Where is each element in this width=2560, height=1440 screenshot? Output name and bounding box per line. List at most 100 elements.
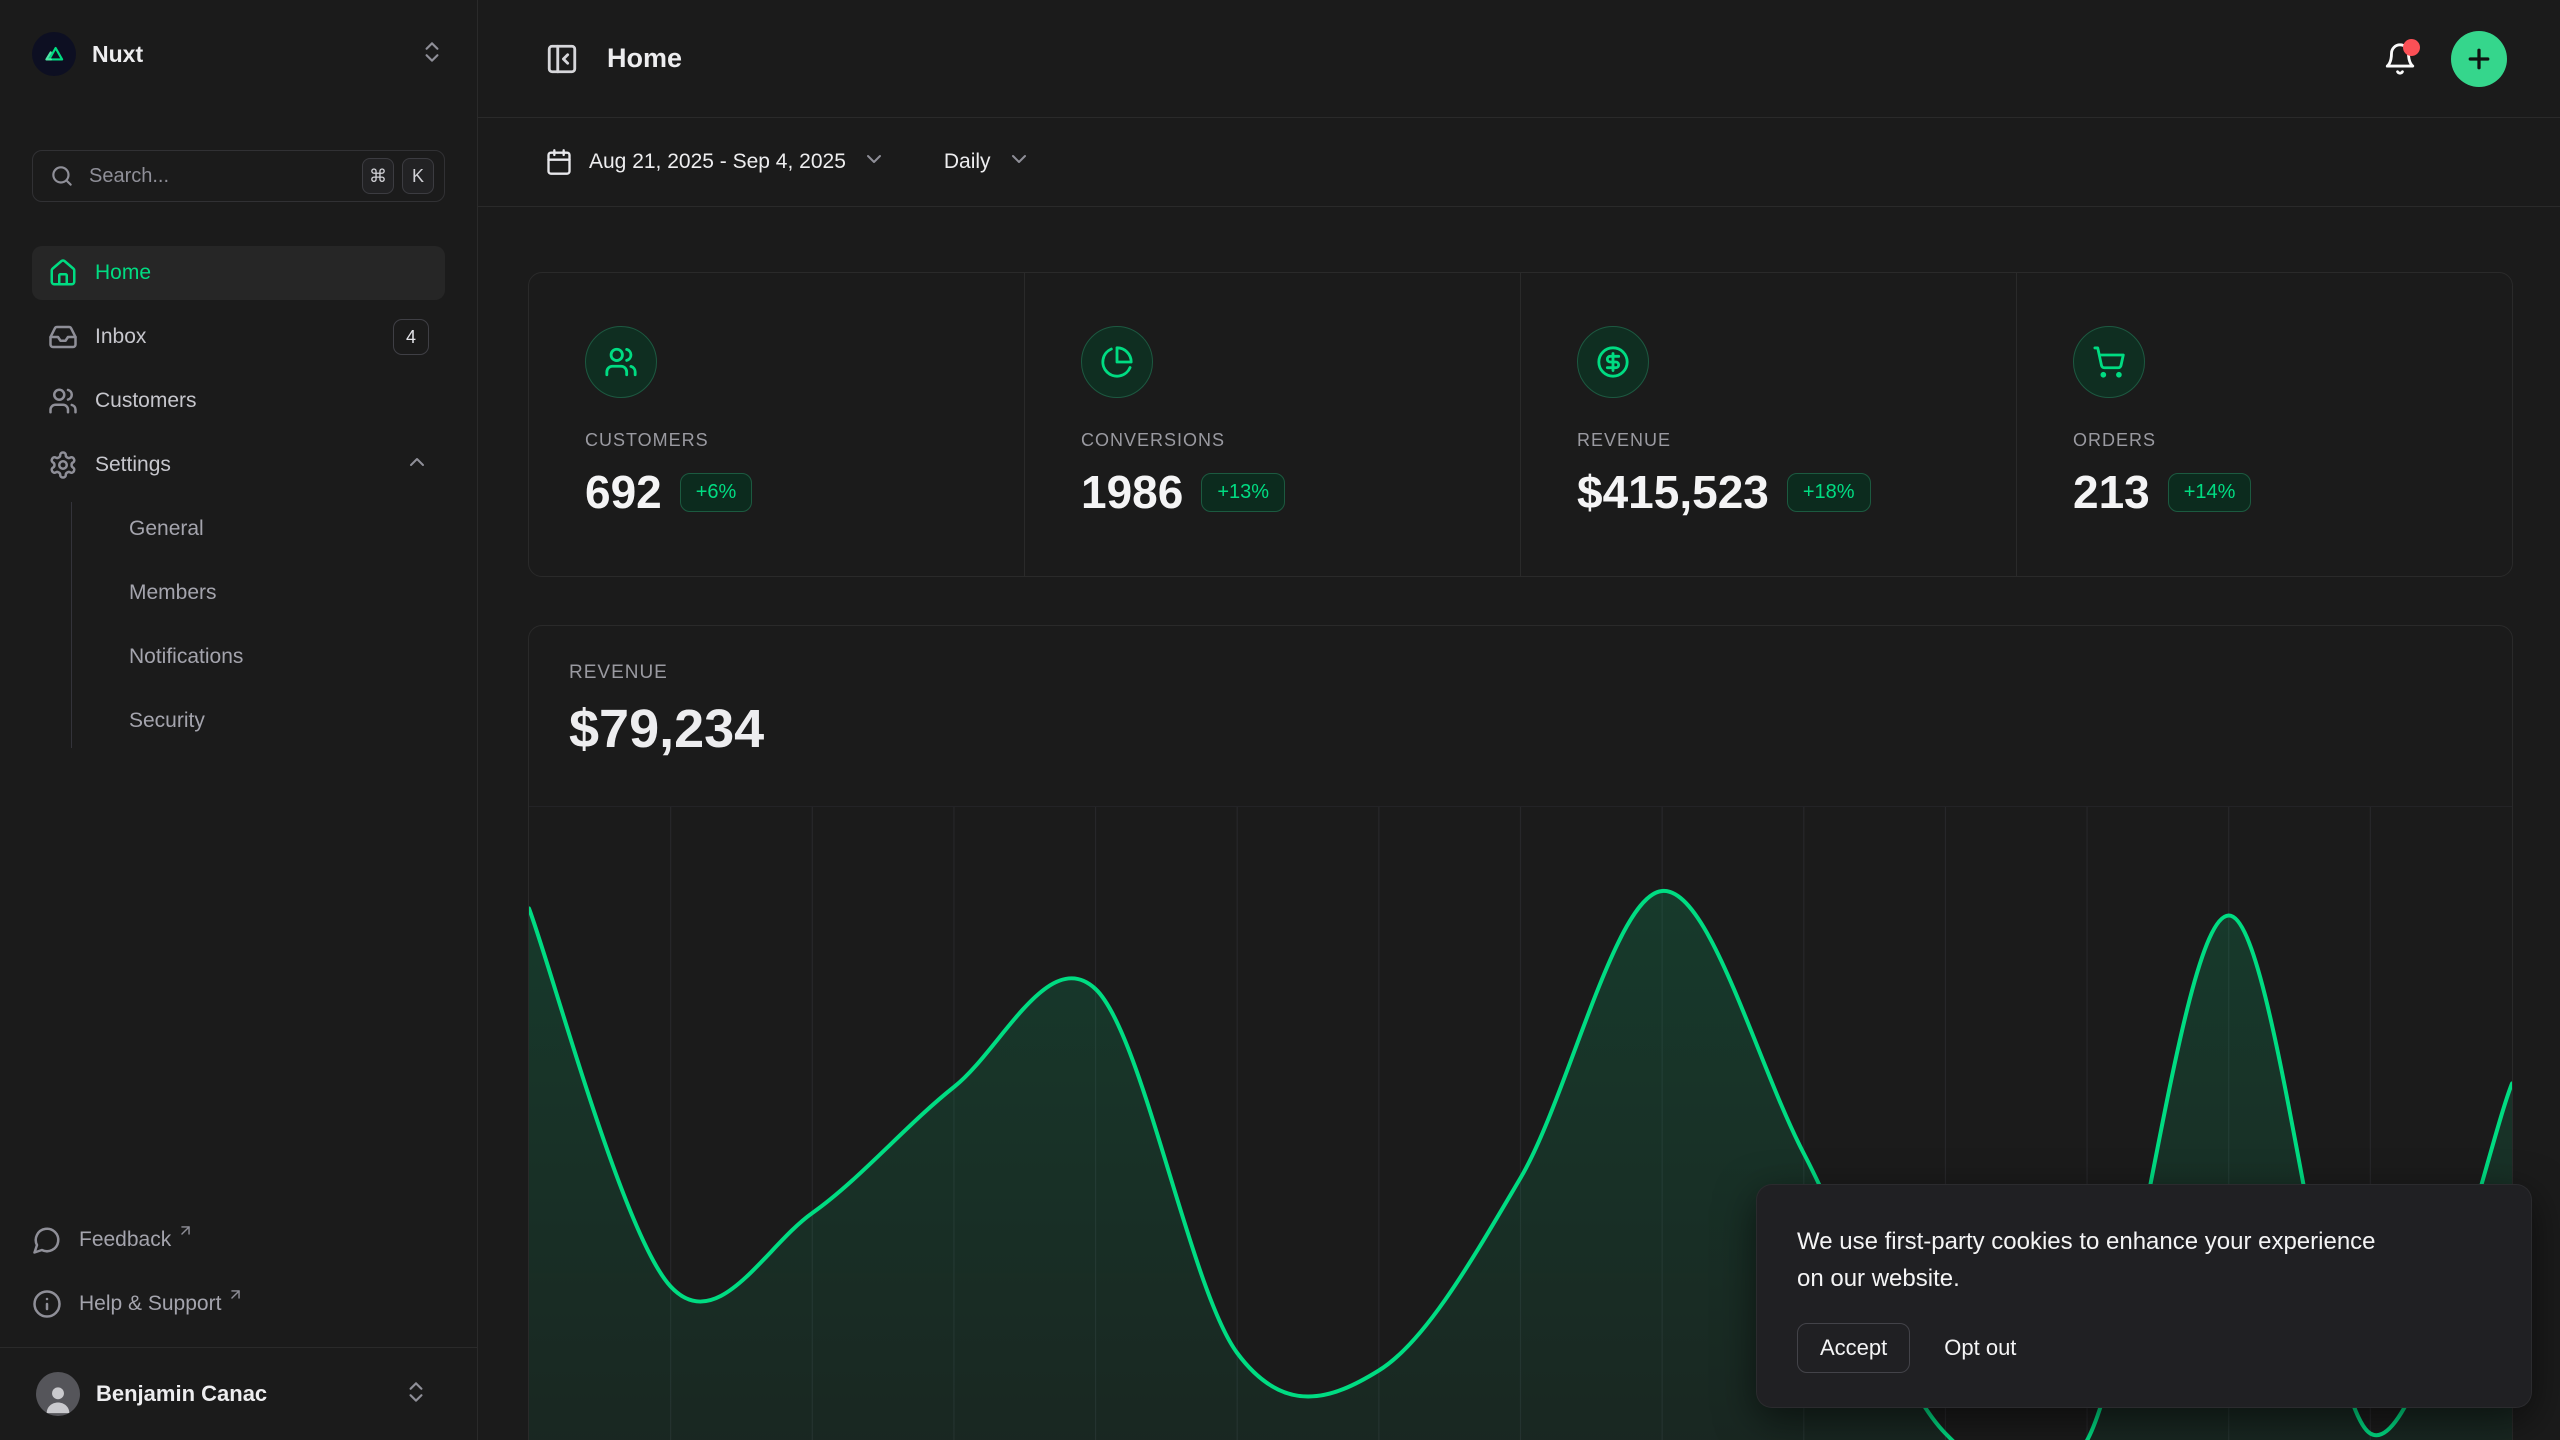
main-area: Home Aug 21, 2025 - Sep 4, 2025 Daily [478, 0, 2560, 1440]
nuxt-logo-icon [32, 32, 76, 76]
stat-label: ORDERS [2073, 430, 2157, 450]
cookie-accept-button[interactable]: Accept [1797, 1323, 1911, 1373]
workspace-switcher[interactable]: Nuxt [32, 26, 445, 82]
stat-customers[interactable]: CUSTOMERS 692 +6% [529, 273, 1024, 576]
sidebar-item-label: Inbox [95, 325, 147, 348]
sidebar-subitem-general[interactable]: General [72, 502, 445, 556]
stat-delta-badge: +14% [2167, 472, 2252, 512]
cookie-banner: We use first-party cookies to enhance yo… [1756, 1183, 2532, 1408]
interval-select[interactable]: Daily [944, 147, 1031, 177]
sidebar-item-home[interactable]: Home [32, 246, 445, 300]
search-input-wrap: ⌘ K [32, 150, 445, 202]
feedback-label: Feedback [79, 1228, 172, 1251]
revenue-card: REVENUE $79,234 [528, 625, 2513, 1440]
add-button[interactable] [2451, 30, 2507, 87]
external-link-icon [177, 1221, 194, 1245]
sidebar-footer: Feedback Help & Support [0, 1213, 477, 1347]
chevron-up-icon [405, 450, 429, 480]
date-range-picker[interactable]: Aug 21, 2025 - Sep 4, 2025 [545, 147, 886, 177]
page-header: Home [478, 0, 2560, 118]
user-name: Benjamin Canac [96, 1381, 268, 1406]
pie-chart-icon [1081, 326, 1153, 398]
chevron-down-icon [862, 147, 886, 177]
stat-delta-badge: +18% [1786, 472, 1871, 512]
interval-value: Daily [943, 150, 991, 173]
revenue-chart-svg[interactable] [529, 807, 2512, 1440]
subitem-label: Security [129, 709, 205, 732]
user-menu[interactable]: Benjamin Canac [32, 1366, 445, 1422]
stat-value: 692 [585, 466, 662, 518]
chart-area-fill [529, 890, 2512, 1440]
gear-icon [48, 450, 78, 480]
workspace-name: Nuxt [92, 40, 144, 67]
revenue-label: REVENUE [569, 662, 668, 683]
help-support-link[interactable]: Help & Support [32, 1277, 445, 1331]
sidebar-subitem-notifications[interactable]: Notifications [72, 630, 445, 684]
users-icon [585, 326, 657, 398]
sidebar-collapse-icon[interactable] [545, 42, 579, 76]
search-icon [49, 163, 75, 189]
sidebar: Nuxt ⌘ K Home [0, 0, 478, 1440]
info-circle-icon [32, 1289, 62, 1319]
help-support-label: Help & Support [79, 1292, 222, 1315]
date-range-value: Aug 21, 2025 - Sep 4, 2025 [589, 150, 846, 173]
notification-dot [2403, 38, 2420, 56]
subitem-label: General [129, 517, 204, 540]
stat-value: $415,523 [1577, 466, 1769, 518]
sidebar-spacer [0, 748, 477, 1213]
stat-delta-badge: +6% [679, 472, 753, 512]
sidebar-item-inbox[interactable]: Inbox 4 [32, 310, 445, 364]
filters-toolbar: Aug 21, 2025 - Sep 4, 2025 Daily [478, 118, 2560, 207]
chevrons-up-down-icon [419, 39, 445, 70]
dashboard-content: CUSTOMERS 692 +6% CONVERSIONS 1986 +13% [478, 207, 2560, 1440]
stat-value: 213 [2073, 466, 2150, 518]
page-title: Home [607, 43, 683, 73]
tree-guide-line [71, 502, 72, 748]
dollar-circle-icon [1577, 326, 1649, 398]
chevron-down-icon [1007, 147, 1031, 177]
stat-label: CONVERSIONS [1081, 430, 1226, 450]
plus-icon [2468, 48, 2490, 69]
sidebar-item-label: Customers [95, 389, 197, 412]
stat-label: REVENUE [1577, 430, 1672, 450]
sidebar-item-label: Home [95, 261, 152, 284]
stat-delta-badge: +13% [1201, 472, 1286, 512]
stat-label: CUSTOMERS [585, 430, 709, 450]
settings-subtree: General Members Notifications Security [32, 502, 445, 748]
user-strip: Benjamin Canac [0, 1347, 477, 1440]
home-icon [48, 258, 78, 288]
sidebar-item-settings[interactable]: Settings [32, 438, 445, 492]
sidebar-subitem-members[interactable]: Members [72, 566, 445, 620]
revenue-chart[interactable] [529, 806, 2512, 1440]
revenue-value: $79,234 [569, 699, 765, 759]
inbox-count-badge: 4 [393, 319, 429, 355]
search-input[interactable] [89, 164, 354, 188]
feedback-link[interactable]: Feedback [32, 1213, 445, 1267]
calendar-icon [545, 148, 573, 176]
external-link-icon [227, 1285, 244, 1309]
sidebar-item-label: Settings [95, 453, 171, 476]
inbox-icon [48, 322, 78, 352]
bell-icon [2385, 43, 2415, 75]
stat-conversions[interactable]: CONVERSIONS 1986 +13% [1024, 273, 1520, 576]
stats-panel: CUSTOMERS 692 +6% CONVERSIONS 1986 +13% [528, 272, 2513, 577]
notifications-button[interactable] [2383, 38, 2420, 76]
stat-revenue[interactable]: REVENUE $415,523 +18% [1520, 273, 2016, 576]
chart-line [529, 888, 2512, 1440]
cookie-optout-button[interactable]: Opt out [1944, 1335, 2017, 1360]
stat-value: 1986 [1081, 466, 1184, 518]
revenue-header: REVENUE $79,234 [529, 626, 2512, 806]
cookie-message: We use first-party cookies to enhance yo… [1797, 1227, 2376, 1292]
avatar [36, 1372, 80, 1416]
sidebar-nav: Home Inbox 4 Customers [32, 246, 445, 748]
sidebar-item-customers[interactable]: Customers [32, 374, 445, 428]
cart-icon [2073, 326, 2145, 398]
chevrons-up-down-icon [403, 1379, 429, 1410]
subitem-label: Notifications [129, 645, 244, 668]
stat-orders[interactable]: ORDERS 213 +14% [2016, 273, 2512, 576]
users-icon [48, 386, 78, 416]
kbd-k: K [402, 158, 434, 194]
subitem-label: Members [129, 581, 217, 604]
sidebar-subitem-security[interactable]: Security [72, 694, 445, 748]
